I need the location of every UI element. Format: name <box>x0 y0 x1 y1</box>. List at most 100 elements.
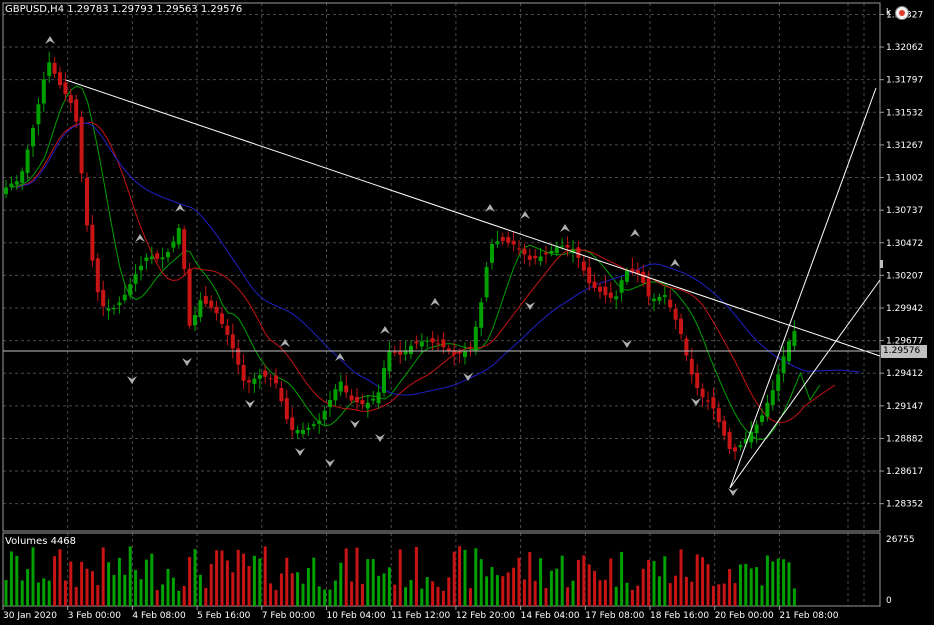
volume-bar <box>366 559 370 606</box>
price-tick-label: 1.31532 <box>886 108 923 118</box>
time-tick-label: 18 Feb 16:00 <box>650 611 709 621</box>
fractal-down-arrow <box>295 448 305 456</box>
volume-bar <box>614 586 618 606</box>
volume-bar <box>306 568 310 606</box>
volume-bar <box>447 577 451 606</box>
price-tick-label: 1.28352 <box>886 500 923 510</box>
candle-body <box>166 252 170 258</box>
volume-bar <box>560 555 564 606</box>
volume-bar <box>528 552 532 606</box>
candle-body <box>484 267 489 298</box>
candle-body <box>733 447 737 452</box>
volume-bar <box>706 564 710 606</box>
volume-bar <box>760 585 764 606</box>
fractal-down-arrow <box>525 302 535 310</box>
candle-body <box>214 306 219 314</box>
volume-bar <box>161 584 165 606</box>
candle-body <box>365 402 370 409</box>
volume-bar <box>166 569 170 606</box>
candle-body <box>727 431 732 449</box>
volume-bar <box>425 577 429 606</box>
candle-body <box>349 395 354 401</box>
candle-body <box>463 351 467 357</box>
volume-bar <box>139 579 143 606</box>
candle-body <box>668 299 673 308</box>
volume-bar <box>711 585 715 606</box>
volume-bar <box>63 580 67 606</box>
price-tick-label: 1.29412 <box>886 369 923 379</box>
candle-body <box>90 224 95 261</box>
volume-bar <box>90 571 94 606</box>
candle-body <box>355 396 359 403</box>
candle-body <box>765 402 770 417</box>
volume-bar <box>652 561 656 606</box>
volume-bar <box>641 568 645 606</box>
candle-body <box>182 229 187 270</box>
candle-body <box>776 374 781 391</box>
price-tick-label: 1.29677 <box>886 337 923 347</box>
volume-bar <box>512 567 516 606</box>
volume-bar <box>4 580 8 606</box>
fan-line-mid <box>729 279 881 489</box>
candle-body <box>549 250 554 254</box>
candle-body <box>792 331 797 347</box>
candle-body <box>376 392 381 404</box>
volume-bar <box>787 562 791 606</box>
candle-body <box>20 171 25 183</box>
fractal-down-arrow <box>182 358 192 366</box>
volume-bar <box>474 548 478 606</box>
candle-body <box>430 338 435 343</box>
volume-bar <box>782 559 786 606</box>
emblem-icon <box>895 6 909 20</box>
volume-bar <box>377 575 381 606</box>
candle-body <box>695 372 700 388</box>
volume-bar <box>549 570 553 606</box>
volume-bar <box>323 589 327 606</box>
current-price-label: 1.29576 <box>881 345 927 358</box>
volume-pane-frame <box>2 532 881 607</box>
volume-bar <box>242 553 246 606</box>
volume-bar <box>598 580 602 606</box>
volume-bar <box>193 549 197 606</box>
volume-bar <box>144 559 148 606</box>
candle-body <box>9 183 14 187</box>
candle-body <box>187 268 192 326</box>
candle-body <box>160 257 165 260</box>
trendline-down <box>65 79 881 357</box>
volume-bar <box>134 569 138 606</box>
candle-body <box>646 278 651 297</box>
candle-body <box>581 261 586 271</box>
volume-bar <box>485 576 489 606</box>
candle-body <box>398 351 403 355</box>
volume-bar <box>301 583 305 606</box>
candle-body <box>641 271 646 283</box>
volume-bar <box>360 583 364 606</box>
fractal-up-arrow <box>520 211 530 219</box>
candle-body <box>781 356 786 374</box>
candle-body <box>506 237 511 243</box>
candle-body <box>500 237 505 241</box>
candle-body <box>106 308 111 311</box>
candle-body <box>58 72 62 85</box>
volume-bar <box>393 584 397 606</box>
volume-bar <box>792 588 796 606</box>
candle-body <box>700 388 705 398</box>
candle-body <box>517 248 521 250</box>
candle-body <box>673 308 678 320</box>
candle-body <box>614 296 619 300</box>
time-tick-label: 21 Feb 08:00 <box>779 611 838 621</box>
fractal-up-arrow <box>380 326 390 334</box>
volume-bar <box>198 574 202 606</box>
candle-body <box>220 313 224 324</box>
volume-bar <box>58 549 62 606</box>
volume-bar <box>452 551 456 606</box>
candle-body <box>128 284 133 296</box>
candle-body <box>241 365 246 381</box>
corner-letter: k <box>886 8 892 18</box>
candle-body <box>716 408 721 422</box>
volume-bar <box>755 567 759 606</box>
candle-body <box>52 62 57 74</box>
volume-bar <box>155 590 159 606</box>
